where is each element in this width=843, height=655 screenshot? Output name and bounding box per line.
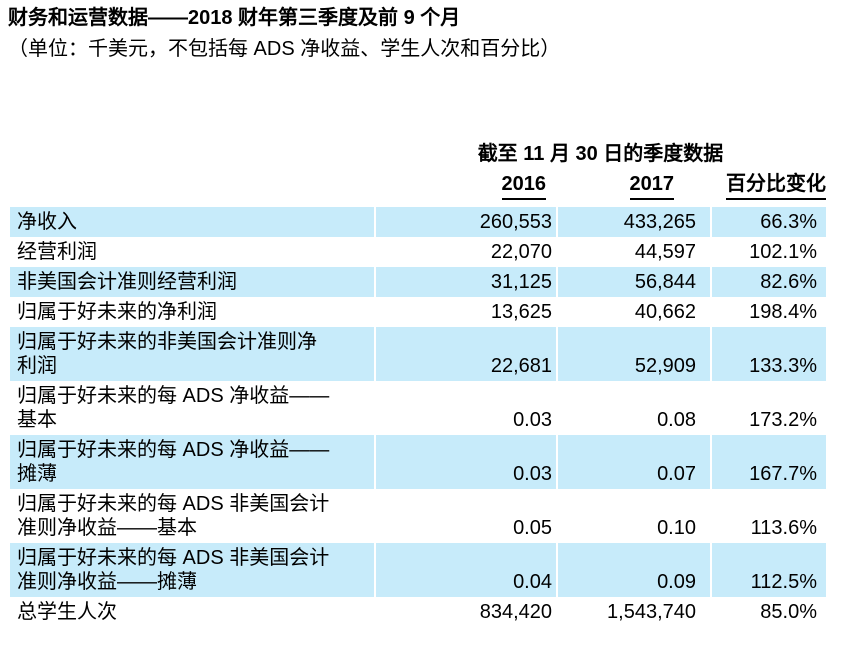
value-pct-change: 112.5% bbox=[710, 543, 826, 597]
table-header: 截至 11 月 30 日的季度数据 2016 2017 百分比变化 bbox=[10, 141, 826, 207]
value-pct-change: 102.1% bbox=[710, 237, 826, 267]
column-header-2017: 2017 bbox=[629, 171, 674, 200]
value-2016: 31,125 bbox=[374, 267, 557, 297]
group-header-spacer bbox=[10, 141, 375, 169]
page-title: 财务和运营数据——2018 财年第三季度及前 9 个月 bbox=[8, 7, 461, 29]
row-label: 净收入 bbox=[17, 211, 77, 233]
group-header-row: 截至 11 月 30 日的季度数据 bbox=[10, 141, 826, 169]
value-pct-change: 173.2% bbox=[710, 381, 826, 435]
table-row: 归属于好未来的每 ADS 净收益—— 基本 0.03 0.08 173.2% bbox=[10, 381, 826, 435]
row-label: 非美国会计准则经营利润 bbox=[17, 271, 237, 293]
row-label: 归属于好未来的每 ADS 净收益—— 基本 bbox=[17, 385, 330, 431]
table-row: 归属于好未来的非美国会计准则净 利润 22,681 52,909 133.3% bbox=[10, 327, 826, 381]
value-2016: 13,625 bbox=[374, 297, 557, 327]
value-2016: 0.05 bbox=[374, 489, 557, 543]
column-header-cell-2017: 2017 bbox=[557, 169, 711, 207]
table-row: 归属于好未来的净利润 13,625 40,662 198.4% bbox=[10, 297, 826, 327]
document-page: 财务和运营数据——2018 财年第三季度及前 9 个月 （单位：千美元，不包括每… bbox=[0, 6, 843, 655]
column-header-2016: 2016 bbox=[501, 171, 546, 200]
value-2016: 22,070 bbox=[374, 237, 557, 267]
table-row: 归属于好未来的每 ADS 净收益—— 摊薄 0.03 0.07 167.7% bbox=[10, 435, 826, 489]
table-row: 归属于好未来的每 ADS 非美国会计 准则净收益——摊薄 0.04 0.09 112.… bbox=[10, 543, 826, 597]
table-row: 非美国会计准则经营利润 31,125 56,844 82.6% bbox=[10, 267, 826, 297]
row-label: 归属于好未来的非美国会计准则净 利润 bbox=[17, 331, 317, 377]
value-pct-change: 66.3% bbox=[710, 207, 826, 237]
table-row: 净收入 260,553 433,265 66.3% bbox=[10, 207, 826, 237]
column-header-cell-pct-change: 百分比变化 bbox=[711, 169, 826, 207]
row-label: 归属于好未来的净利润 bbox=[17, 301, 217, 323]
row-label: 归属于好未来的每 ADS 净收益—— 摊薄 bbox=[17, 439, 330, 485]
value-2017: 40,662 bbox=[556, 297, 711, 327]
column-header-label-spacer bbox=[10, 169, 375, 207]
table-row: 经营利润 22,070 44,597 102.1% bbox=[10, 237, 826, 267]
value-2016: 0.03 bbox=[374, 381, 557, 435]
row-label: 归属于好未来的每 ADS 非美国会计 准则净收益——基本 bbox=[17, 493, 330, 539]
value-2016: 0.04 bbox=[374, 543, 557, 597]
row-label: 经营利润 bbox=[17, 241, 97, 263]
value-pct-change: 85.0% bbox=[710, 597, 826, 627]
group-header-quarterly-data: 截至 11 月 30 日的季度数据 bbox=[477, 143, 724, 165]
value-2016: 22,681 bbox=[374, 327, 557, 381]
value-2016: 834,420 bbox=[374, 597, 557, 627]
value-2017: 0.09 bbox=[556, 543, 711, 597]
value-pct-change: 198.4% bbox=[710, 297, 826, 327]
value-2017: 52,909 bbox=[556, 327, 711, 381]
value-2017: 56,844 bbox=[556, 267, 711, 297]
value-2017: 1,543,740 bbox=[556, 597, 711, 627]
column-header-row: 2016 2017 百分比变化 bbox=[10, 169, 826, 207]
row-label: 归属于好未来的每 ADS 非美国会计 准则净收益——摊薄 bbox=[17, 547, 330, 593]
value-2016: 260,553 bbox=[374, 207, 557, 237]
value-pct-change: 167.7% bbox=[710, 435, 826, 489]
row-label: 总学生人次 bbox=[17, 601, 117, 623]
value-pct-change: 113.6% bbox=[710, 489, 826, 543]
page-subtitle: （单位：千美元，不包括每 ADS 净收益、学生人次和百分比） bbox=[8, 38, 561, 60]
table-row: 归属于好未来的每 ADS 非美国会计 准则净收益——基本 0.05 0.10 113.… bbox=[10, 489, 826, 543]
value-2017: 44,597 bbox=[556, 237, 711, 267]
value-2017: 0.07 bbox=[556, 435, 711, 489]
value-pct-change: 133.3% bbox=[710, 327, 826, 381]
value-pct-change: 82.6% bbox=[710, 267, 826, 297]
value-2017: 0.10 bbox=[556, 489, 711, 543]
value-2017: 0.08 bbox=[556, 381, 711, 435]
value-2016: 0.03 bbox=[374, 435, 557, 489]
column-header-cell-2016: 2016 bbox=[375, 169, 557, 207]
column-header-pct-change: 百分比变化 bbox=[726, 171, 826, 200]
financial-data-table: 截至 11 月 30 日的季度数据 2016 2017 百分比变化 净收入 260… bbox=[10, 141, 826, 627]
value-2017: 433,265 bbox=[556, 207, 711, 237]
table-row: 总学生人次 834,420 1,543,740 85.0% bbox=[10, 597, 826, 627]
table-body: 净收入 260,553 433,265 66.3% 经营利润 22,070 44,597 10… bbox=[10, 207, 826, 627]
